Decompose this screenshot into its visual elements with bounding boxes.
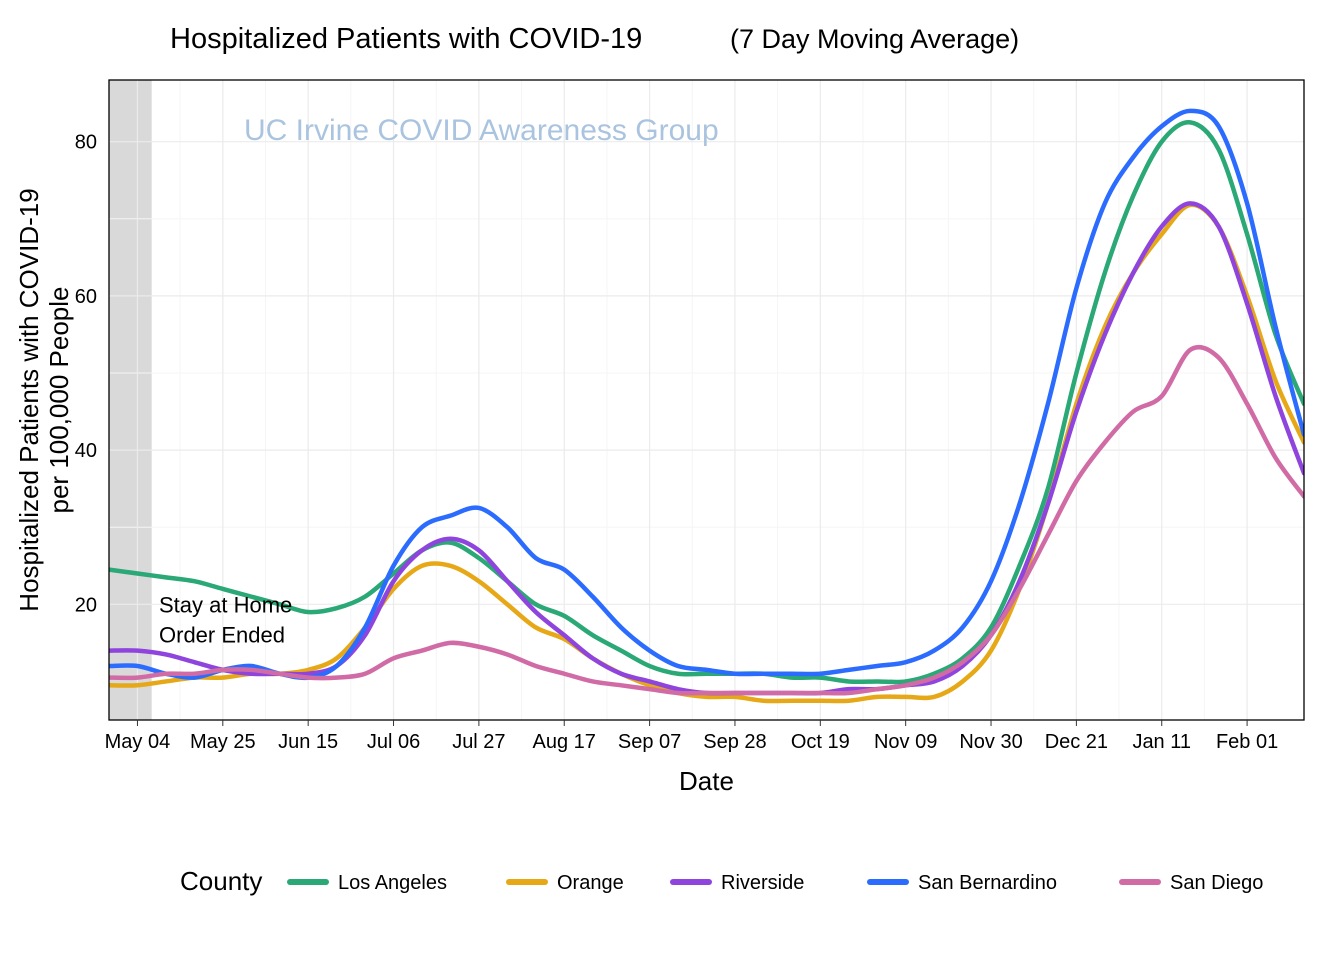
chart-title-main: Hospitalized Patients with COVID-19 — [170, 23, 642, 55]
shaded-region — [109, 80, 152, 720]
x-tick-label: May 04 — [105, 731, 171, 753]
watermark: UC Irvine COVID Awareness Group — [244, 114, 719, 147]
legend-label: San Diego — [1170, 872, 1263, 894]
x-tick-label: Nov 09 — [874, 731, 937, 753]
y-tick-label: 60 — [75, 286, 97, 308]
legend: County Los Angeles Orange Riverside San Bern… — [180, 866, 1263, 896]
x-axis-title: Date — [679, 766, 734, 796]
legend-label: Los Angeles — [338, 872, 447, 894]
y-tick-label: 80 — [75, 132, 97, 154]
legend-label: Riverside — [721, 872, 804, 894]
y-tick-label: 20 — [75, 594, 97, 616]
x-tick-label: Nov 30 — [959, 731, 1022, 753]
x-tick-label: Feb 01 — [1216, 731, 1278, 753]
annotation-line1: Stay at Home — [159, 592, 292, 617]
annotation-line2: Order Ended — [159, 622, 285, 647]
x-tick-label: Aug 17 — [533, 731, 596, 753]
legend-label: San Bernardino — [918, 872, 1057, 894]
legend-label: Orange — [557, 872, 624, 894]
chart-title-sub: (7 Day Moving Average) — [730, 24, 1019, 54]
x-tick-label: May 25 — [190, 731, 256, 753]
chart-container: 20 40 60 80 May 04 May 25 Jun 15 Jul 06 Jul 27 Au… — [0, 0, 1344, 960]
y-axis-title: Hospitalized Patients with COVID-19per 1… — [14, 188, 74, 611]
x-tick-label: Oct 19 — [791, 731, 850, 753]
x-tick-label: Jul 06 — [367, 731, 420, 753]
x-tick-label: Sep 07 — [618, 731, 681, 753]
chart-svg: 20 40 60 80 May 04 May 25 Jun 15 Jul 06 Jul 27 Au… — [0, 0, 1344, 960]
x-tick-label: Sep 28 — [703, 731, 766, 753]
y-tick-label: 40 — [75, 440, 97, 462]
x-tick-label: Jan 11 — [1132, 731, 1191, 753]
x-tick-label: Jun 15 — [278, 731, 338, 753]
x-tick-label: Dec 21 — [1045, 731, 1108, 753]
x-tick-label: Jul 27 — [452, 731, 505, 753]
legend-title: County — [180, 866, 262, 896]
